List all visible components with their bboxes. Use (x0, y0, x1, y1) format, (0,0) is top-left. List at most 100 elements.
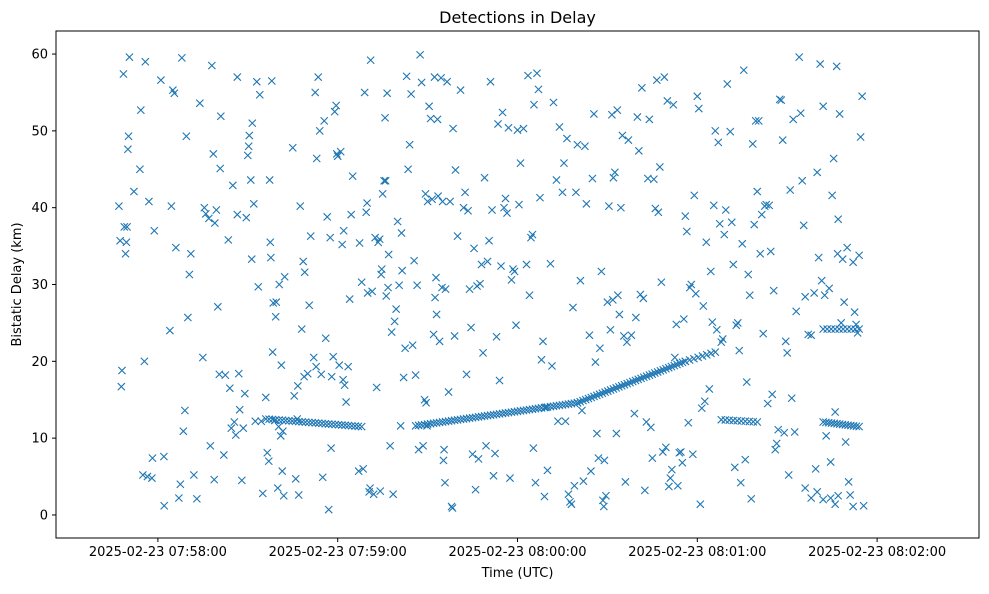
data-point (421, 189, 430, 198)
data-point (397, 229, 406, 238)
y-tick-label: 40 (31, 201, 48, 216)
data-point (305, 301, 314, 310)
data-point (732, 321, 741, 330)
data-point (224, 235, 233, 244)
data-point (573, 398, 582, 407)
data-point (639, 373, 648, 382)
data-point (318, 473, 327, 482)
data-point (628, 377, 637, 386)
data-point (251, 417, 260, 426)
data-point (207, 61, 216, 70)
data-point (389, 490, 398, 499)
data-point (745, 417, 754, 426)
data-point (380, 176, 389, 185)
data-point (855, 325, 864, 334)
data-point (443, 77, 452, 86)
data-point (326, 233, 335, 242)
data-point (425, 102, 434, 111)
data-point (573, 140, 582, 149)
data-point (438, 197, 447, 206)
data-point (477, 260, 486, 269)
data-point (744, 270, 753, 279)
data-point (673, 481, 682, 490)
data-point (249, 199, 258, 208)
data-point (754, 116, 763, 125)
data-point (678, 458, 687, 467)
data-point (368, 287, 377, 296)
data-point (684, 418, 693, 427)
data-point (183, 313, 192, 322)
data-point (135, 165, 144, 174)
data-point (561, 417, 570, 426)
data-point (243, 151, 252, 160)
y-tick-label: 50 (31, 124, 48, 139)
data-point (705, 384, 714, 393)
data-point (150, 226, 159, 235)
data-point (480, 173, 489, 182)
data-point (656, 366, 665, 375)
data-point (288, 143, 297, 152)
data-point (147, 474, 156, 483)
data-point (742, 378, 751, 387)
data-point (621, 477, 630, 486)
data-point (252, 77, 261, 86)
data-point (723, 80, 732, 88)
data-point (476, 279, 485, 288)
data-point (826, 494, 835, 503)
data-point (631, 376, 640, 385)
data-point (669, 100, 678, 109)
data-point (160, 501, 169, 510)
data-point (413, 281, 422, 290)
data-point (471, 485, 480, 494)
data-point (209, 149, 218, 158)
x-axis-label: Time (UTC) (481, 566, 554, 581)
data-point (613, 291, 622, 300)
data-point (272, 298, 281, 307)
data-point (696, 500, 705, 509)
data-point (810, 288, 819, 297)
data-point (528, 230, 537, 239)
data-point (707, 349, 715, 358)
data-point (586, 467, 595, 476)
data-point (419, 441, 428, 450)
data-point (829, 154, 838, 163)
data-point (263, 448, 272, 457)
data-point (609, 173, 618, 182)
chart-title: Detections in Delay (439, 8, 596, 27)
data-point (594, 454, 603, 463)
data-point (783, 348, 792, 357)
data-point (601, 491, 610, 500)
data-point (531, 478, 540, 487)
data-point (245, 131, 254, 140)
data-point (327, 444, 336, 453)
data-point (525, 291, 534, 300)
data-point (712, 325, 721, 334)
data-point (165, 326, 174, 335)
data-point (587, 393, 596, 402)
x-tick-label: 2025-02-23 08:00:00 (448, 545, 586, 560)
data-point (759, 329, 768, 338)
data-point (116, 236, 125, 245)
data-point (332, 149, 341, 158)
data-point (268, 415, 277, 424)
data-point (700, 397, 709, 406)
data-point (851, 325, 860, 334)
data-point (765, 201, 774, 210)
data-point (822, 431, 831, 440)
data-point (717, 415, 726, 424)
data-point (699, 302, 708, 310)
data-point (239, 424, 248, 433)
data-point (497, 262, 506, 271)
data-point (386, 441, 395, 450)
data-point (645, 371, 654, 380)
data-point (333, 152, 342, 161)
data-point (347, 421, 356, 430)
data-point (852, 422, 861, 431)
data-point (750, 220, 759, 229)
data-point (664, 482, 673, 491)
x-tick-label: 2025-02-23 07:59:00 (269, 545, 407, 560)
data-point (606, 386, 615, 395)
data-point (323, 212, 332, 221)
data-point (278, 416, 287, 425)
data-point (422, 398, 431, 407)
